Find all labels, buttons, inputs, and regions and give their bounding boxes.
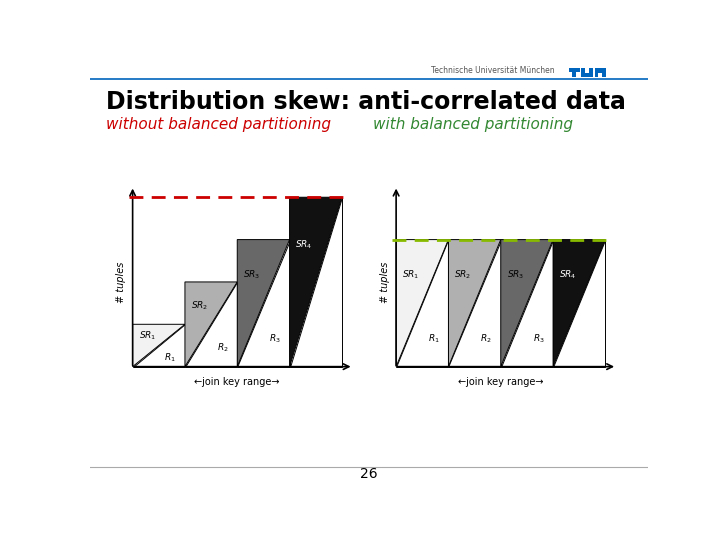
Text: $SR_{4}$: $SR_{4}$ — [295, 239, 313, 251]
Bar — [595, 68, 598, 77]
Text: $SR_{2}$: $SR_{2}$ — [454, 269, 472, 281]
Text: $SR_{3}$: $SR_{3}$ — [243, 269, 261, 281]
Polygon shape — [553, 240, 606, 367]
Text: $R_{3}$: $R_{3}$ — [533, 333, 544, 345]
Polygon shape — [132, 325, 185, 367]
Text: with balanced partitioning: with balanced partitioning — [373, 117, 573, 132]
Text: Distribution skew: anti-correlated data: Distribution skew: anti-correlated data — [106, 90, 626, 114]
Text: $R_{4}$: $R_{4}$ — [585, 333, 597, 345]
Polygon shape — [396, 240, 449, 367]
Polygon shape — [449, 240, 500, 367]
Text: $R_{2}$: $R_{2}$ — [217, 342, 228, 354]
Polygon shape — [500, 240, 553, 367]
Polygon shape — [500, 240, 553, 367]
Bar — [581, 68, 585, 77]
Text: $R_{2}$: $R_{2}$ — [480, 333, 492, 345]
Text: ←join key range→: ←join key range→ — [194, 377, 280, 387]
Text: $R_{1}$: $R_{1}$ — [428, 333, 440, 345]
Text: $SR_{2}$: $SR_{2}$ — [191, 299, 208, 312]
Polygon shape — [553, 240, 606, 367]
Polygon shape — [238, 240, 289, 367]
Text: $R_{1}$: $R_{1}$ — [164, 351, 176, 363]
Text: $R_{4}$: $R_{4}$ — [321, 323, 333, 336]
Bar — [589, 68, 593, 77]
Text: 26: 26 — [360, 467, 378, 481]
Bar — [598, 68, 602, 73]
Text: ←join key range→: ←join key range→ — [458, 377, 544, 387]
Polygon shape — [132, 325, 185, 367]
Text: without balanced partitioning: without balanced partitioning — [106, 117, 330, 132]
Text: $SR_{3}$: $SR_{3}$ — [507, 269, 524, 281]
Bar — [602, 68, 606, 77]
Text: # tuples: # tuples — [380, 261, 390, 302]
Bar — [572, 68, 576, 77]
Polygon shape — [289, 197, 342, 367]
Polygon shape — [185, 282, 238, 367]
Text: $R_{3}$: $R_{3}$ — [269, 333, 281, 345]
Text: # tuples: # tuples — [117, 261, 127, 302]
Text: $SR_{1}$: $SR_{1}$ — [138, 330, 156, 342]
Polygon shape — [449, 240, 500, 367]
Text: $SR_{4}$: $SR_{4}$ — [559, 269, 577, 281]
Polygon shape — [396, 240, 449, 367]
Text: $SR_{1}$: $SR_{1}$ — [402, 269, 420, 281]
Polygon shape — [289, 197, 342, 367]
Bar — [569, 68, 580, 72]
Bar — [581, 73, 593, 77]
Text: Technische Universität München: Technische Universität München — [431, 66, 555, 76]
Polygon shape — [238, 240, 289, 367]
Polygon shape — [185, 282, 238, 367]
Bar — [595, 68, 606, 72]
